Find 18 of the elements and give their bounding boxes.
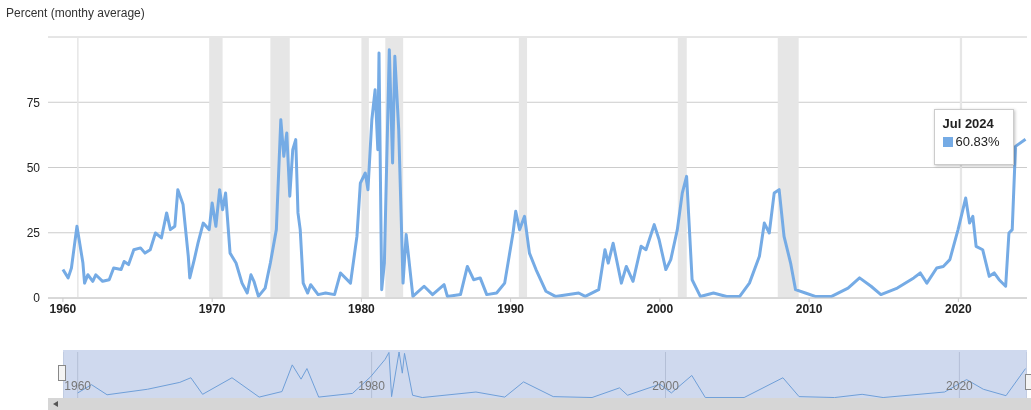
x-tick-label: 1990 xyxy=(497,301,525,316)
x-tick-label: 2000 xyxy=(646,301,674,316)
annotation: Jul 2024 xyxy=(942,116,995,132)
y-tick-label: 0 xyxy=(33,291,41,306)
x-tick-label: 2000 xyxy=(652,379,680,393)
x-tick-label: 1970 xyxy=(198,301,226,316)
line-series xyxy=(61,48,1027,298)
x-tick-label: 1960 xyxy=(64,379,92,393)
y-tick-label: 25 xyxy=(26,226,41,241)
y-tick-label: 75 xyxy=(26,95,41,110)
y-axis-title: Percent (monthy average) xyxy=(6,6,145,20)
x-tick-label: 1980 xyxy=(348,301,376,316)
y-tick-label: 50 xyxy=(26,160,41,175)
x-tick-label: 2020 xyxy=(945,301,973,316)
x-tick-label: 1980 xyxy=(358,379,386,393)
annotation: 60.83% xyxy=(955,134,1000,150)
x-tick-label: 2010 xyxy=(795,301,823,316)
x-tick-label: 1960 xyxy=(49,301,77,316)
